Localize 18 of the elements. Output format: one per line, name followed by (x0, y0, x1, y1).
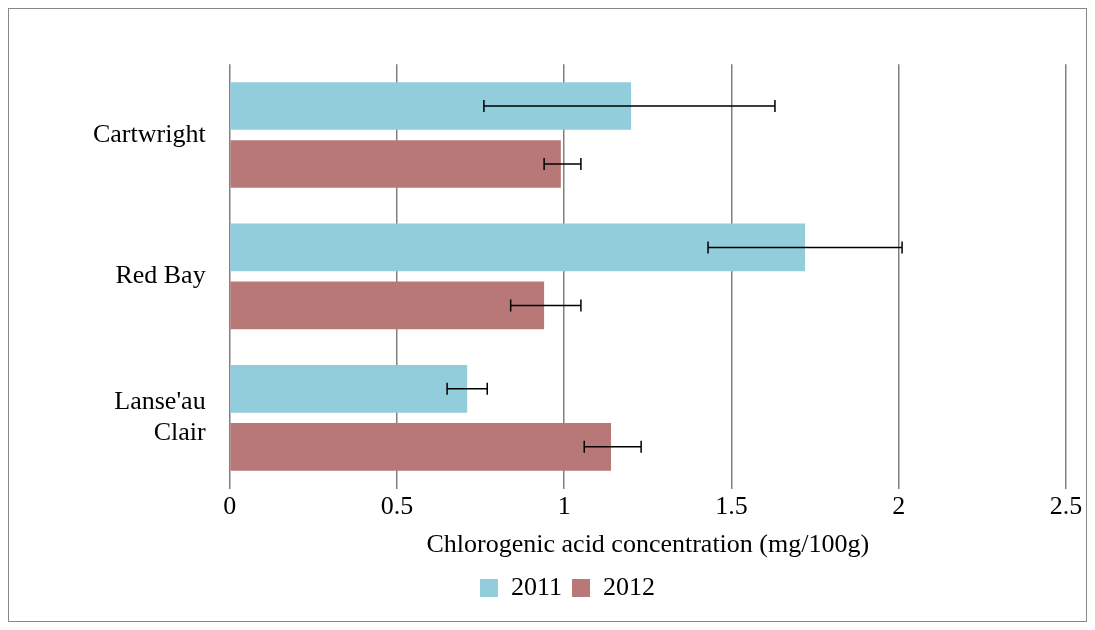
x-tick-label: 0.5 (380, 491, 414, 521)
y-tick-label: Cartwright (92, 118, 207, 148)
bar (230, 82, 632, 130)
x-tick-label: 2.5 (1049, 491, 1083, 521)
x-tick-label: 2 (892, 491, 906, 521)
y-tick-label: Red Bay (115, 260, 206, 290)
x-tick-label: 1 (557, 491, 571, 521)
bar (230, 423, 612, 471)
legend-label: 2012 (603, 571, 656, 601)
bar (230, 281, 545, 330)
x-tick-label: 0 (223, 491, 237, 521)
bar (230, 365, 468, 413)
legend-label: 2011 (510, 571, 563, 601)
x-axis-title: Chlorogenic acid concentration (mg/100g) (426, 529, 870, 559)
bar (230, 223, 806, 272)
bar (230, 140, 561, 188)
x-tick-label: 1.5 (715, 491, 748, 521)
y-tick-label: Lanse'au Clair (114, 386, 206, 447)
